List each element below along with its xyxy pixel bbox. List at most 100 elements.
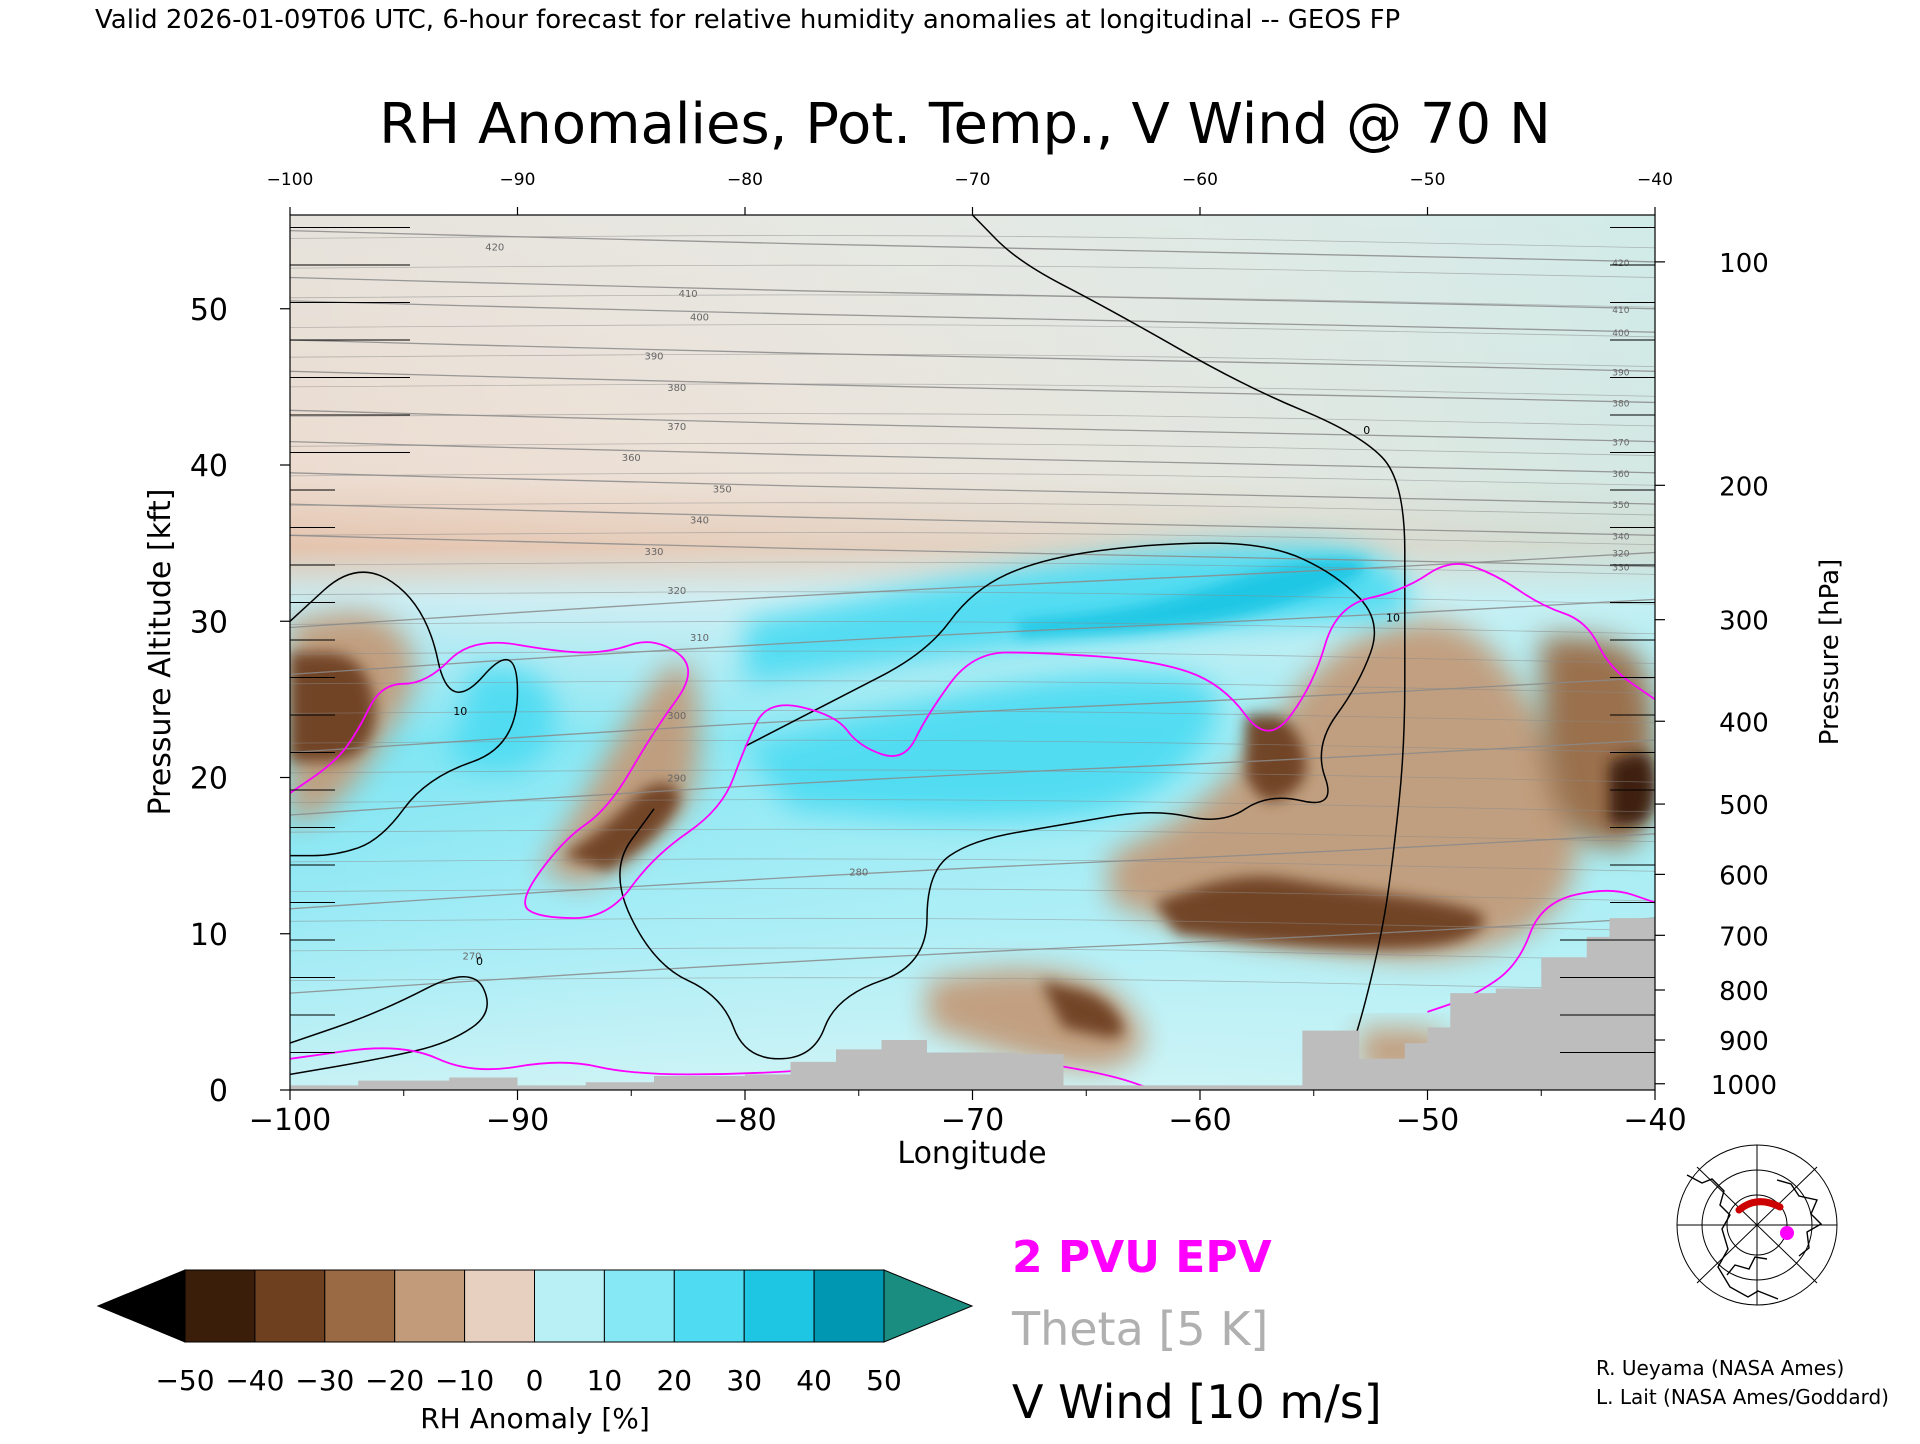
- colorbar-tick-label: 30: [726, 1364, 762, 1397]
- theta-minor-contour: [290, 235, 1655, 249]
- inset-map-marker: [1780, 1226, 1794, 1240]
- colorbar-tick-label: 40: [796, 1364, 832, 1397]
- theta-label-350: 350: [713, 484, 732, 495]
- theta-label-420: 420: [485, 242, 504, 253]
- axes: −100 −100 −90 −90 −80 −80 −70 −70 −60 −60 −50 −50 −4…: [190, 170, 1777, 1138]
- colorbar-segment: [534, 1269, 605, 1343]
- inset-map-icon: [1676, 1144, 1838, 1306]
- x-top-tick-label: −90: [500, 170, 536, 190]
- rh-anomaly-region-3: [540, 662, 700, 887]
- theta-contour-280: [290, 833, 1655, 910]
- theta-contour-320: [290, 551, 1655, 629]
- legend-epv: 2 PVU EPV: [1012, 1232, 1272, 1283]
- theta-label-right-350: 350: [1612, 501, 1629, 511]
- x-axis-label: Longitude: [897, 1136, 1046, 1171]
- x-top-tick-label: −60: [1182, 170, 1218, 190]
- y-tick-label: 30: [190, 605, 228, 640]
- plot-area: 270 280 290 300 310 320 320 330 330 340 340 350 350 3…: [289, 214, 1656, 1091]
- valid-time-header: Valid 2026-01-09T06 UTC, 6-hour forecast…: [95, 5, 1400, 35]
- colorbar-tick-label: −40: [225, 1364, 284, 1397]
- theta-contour-380: [290, 370, 1655, 404]
- v-wind-contour-4: [290, 976, 488, 1076]
- rh-anomaly-region-11: [1040, 980, 1124, 1038]
- theta-minor-contour: [290, 858, 1655, 872]
- theta-contour-400: [290, 300, 1655, 333]
- rh-anomaly-region-7: [1245, 715, 1307, 801]
- x-tick-label: −40: [1623, 1103, 1686, 1138]
- pressure-tick-label: 500: [1719, 791, 1769, 821]
- inset-map-track: [1735, 1198, 1784, 1214]
- theta-contour-350: [290, 472, 1655, 505]
- theta-label-340: 340: [690, 516, 709, 527]
- colorbar-label: RH Anomaly [%]: [420, 1402, 650, 1435]
- theta-minor-contour: [290, 531, 1655, 546]
- colorbar-tick-label: 0: [526, 1364, 544, 1397]
- x-top-tick-label: −100: [267, 170, 314, 190]
- theta-minor-contour: [290, 739, 1655, 753]
- rh-anomaly-region-6: [1154, 876, 1485, 950]
- theta-label-right-380: 380: [1612, 400, 1629, 410]
- x-top-tick-label: −50: [1410, 170, 1446, 190]
- pressure-tick-label: 300: [1719, 607, 1769, 637]
- colorbar-over-arrow: [883, 1269, 974, 1343]
- credit-line-2: L. Lait (NASA Ames/Goddard): [1596, 1385, 1889, 1409]
- theta-minor-contour: [290, 383, 1655, 397]
- theta-label-right-370: 370: [1612, 439, 1629, 449]
- theta-minor-contour: [290, 353, 1655, 367]
- theta-contour-410: [290, 276, 1655, 310]
- y-tick-label: 0: [209, 1074, 228, 1109]
- rh-anomaly-region-15: [449, 668, 556, 772]
- theta-label-380: 380: [667, 383, 686, 394]
- theta-label-310: 310: [690, 633, 709, 644]
- epv-contour-1: [290, 563, 1655, 920]
- theta-contour-310: [290, 598, 1655, 676]
- theta-contour-290: [290, 739, 1655, 816]
- x-tick-label: −70: [941, 1103, 1004, 1138]
- right-pressure-ticks: [1560, 227, 1655, 1091]
- v-wind-label: 0: [1363, 424, 1370, 437]
- pressure-tick-label: 900: [1719, 1027, 1769, 1057]
- theta-minor-contour: [290, 413, 1655, 427]
- y-tick-label: 20: [190, 762, 228, 797]
- x-top-tick-label: −80: [727, 170, 763, 190]
- x-tick-label: −80: [713, 1103, 776, 1138]
- theta-minor-contour: [290, 680, 1655, 694]
- x-tick-label: −90: [486, 1103, 549, 1138]
- theta-minor-contour: [290, 324, 1655, 338]
- colorbar-segment: [603, 1269, 675, 1343]
- theta-minor-contour: [290, 591, 1655, 605]
- credit-line-1: R. Ueyama (NASA Ames): [1596, 1356, 1844, 1380]
- left-pressure-ticks: [290, 227, 410, 1091]
- theta-minor-contour: [290, 828, 1655, 842]
- theta-label-280: 280: [849, 867, 868, 878]
- v-wind-contour-1: [971, 215, 1406, 1090]
- theta-label-right-410: 410: [1612, 306, 1629, 316]
- theta-minor-contour: [290, 294, 1655, 308]
- x-tick-label: −60: [1168, 1103, 1231, 1138]
- theta-label-410: 410: [679, 289, 698, 300]
- v-wind-contour-3: [290, 571, 519, 857]
- theta-label-290: 290: [667, 774, 686, 785]
- theta-minor-contour: [290, 917, 1655, 931]
- theta-minor-contour: [290, 888, 1655, 902]
- chart-title: RH Anomalies, Pot. Temp., V Wind @ 70 N: [379, 92, 1551, 157]
- colorbar-tick-label: 50: [866, 1364, 902, 1397]
- theta-contours: 270 280 290 300 310 320 320 330 330 340 340 350 350 3…: [290, 229, 1655, 994]
- theta-label-right-390: 390: [1612, 368, 1629, 378]
- pressure-tick-label: 200: [1719, 472, 1769, 502]
- v-wind-label: 0: [476, 955, 483, 968]
- colorbar-segment: [184, 1269, 256, 1343]
- theta-label-right-420: 420: [1612, 259, 1629, 269]
- theta-label-320: 320: [667, 586, 686, 597]
- v-wind-contours: 0 10 10 0: [290, 215, 1406, 1090]
- colorbar-under-arrow: [96, 1269, 186, 1343]
- theta-minor-contour: [290, 977, 1655, 991]
- theta-minor-contour: [290, 472, 1655, 486]
- theta-minor-contour: [290, 264, 1655, 278]
- epv-contour-3: [1427, 889, 1655, 1013]
- colorbar-tick-label: −10: [435, 1364, 494, 1397]
- y-tick-label: 50: [190, 293, 228, 328]
- terrain-fill: [290, 918, 1655, 1090]
